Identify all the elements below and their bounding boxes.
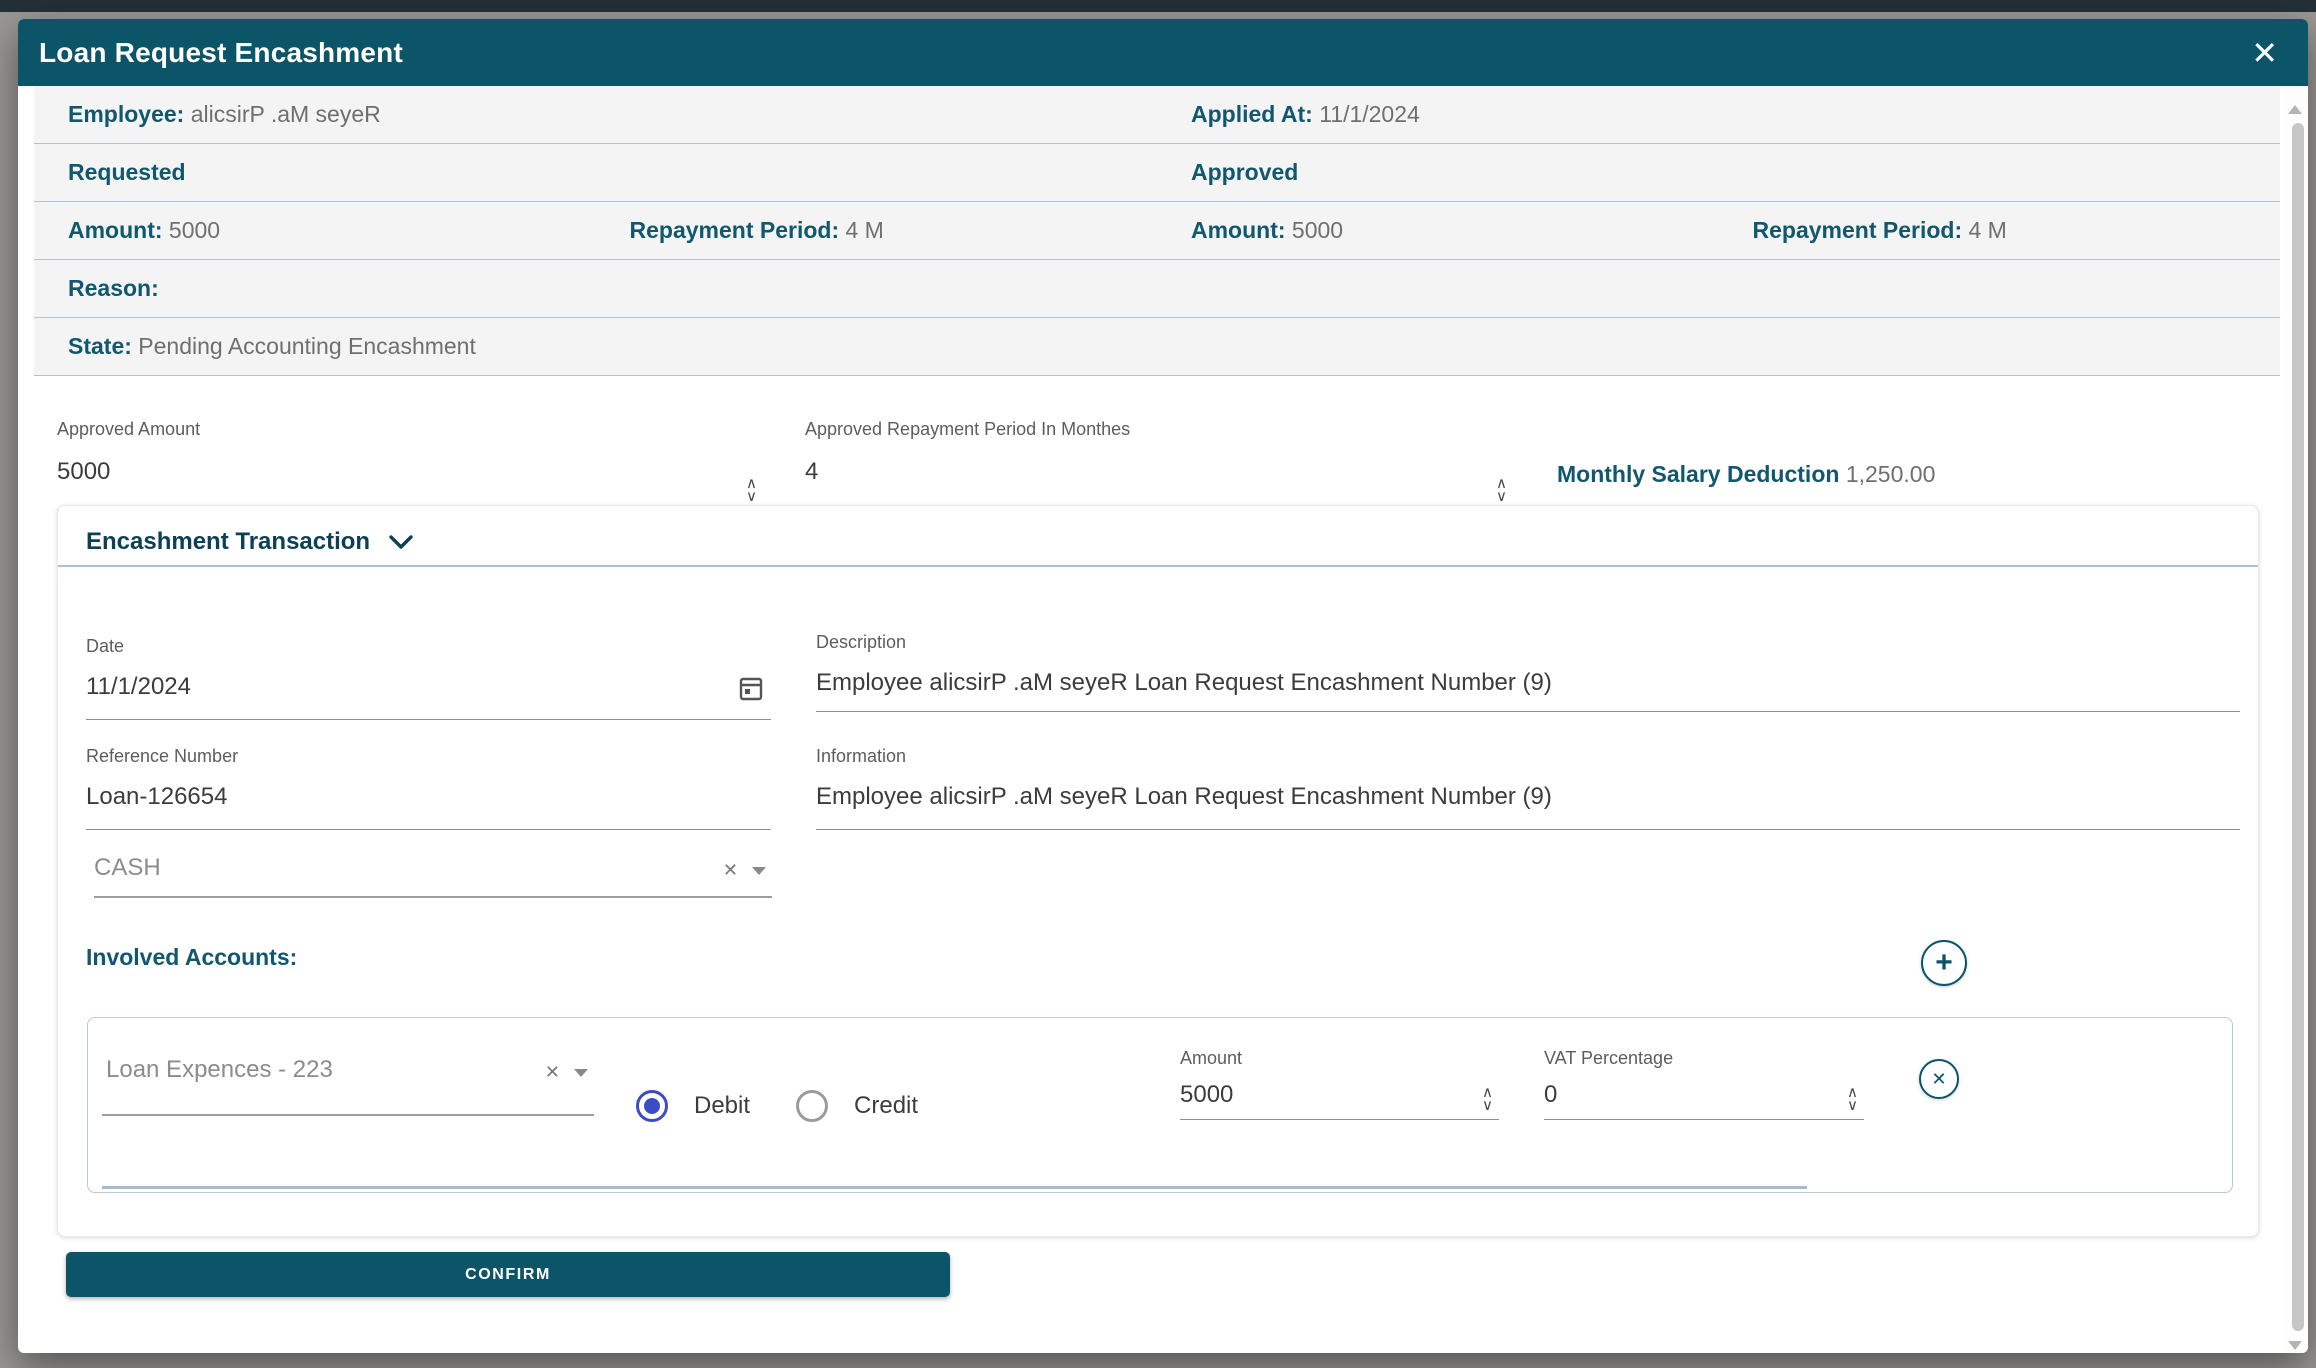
information-field[interactable]: Information Employee alicsirP .aM seyeR … <box>816 746 2240 830</box>
calendar-icon[interactable] <box>739 675 763 706</box>
encashment-transaction-toggle[interactable]: Encashment Transaction <box>86 528 414 556</box>
description-input[interactable]: Employee alicsirP .aM seyeR Loan Request… <box>816 669 2240 697</box>
debit-credit-radio-group: Debit Credit <box>636 1090 918 1122</box>
credit-radio-label: Credit <box>854 1092 918 1120</box>
approved-amount-value: 5000 <box>1292 217 1343 243</box>
repayment-period-field[interactable]: Approved Repayment Period In Monthes 4 ∧… <box>805 419 1513 511</box>
description-label: Description <box>816 632 2240 653</box>
background-page-topbar <box>0 0 2316 12</box>
remove-account-button[interactable]: ✕ <box>1919 1059 1959 1099</box>
stepper-down-icon[interactable]: ∨ <box>1496 490 1507 503</box>
applied-at-label: Applied At: <box>1191 101 1313 127</box>
debit-radio-label: Debit <box>694 1092 750 1120</box>
account-amount-field[interactable]: Amount 5000 ∧ ∨ <box>1180 1048 1499 1120</box>
applied-at-value: 11/1/2024 <box>1319 101 1420 127</box>
dialog-title: Loan Request Encashment <box>39 37 403 69</box>
clear-selection-icon[interactable]: ✕ <box>723 860 738 881</box>
dropdown-arrow-icon[interactable] <box>574 1069 588 1077</box>
vat-percentage-field[interactable]: VAT Percentage 0 ∧ ∨ <box>1544 1048 1864 1120</box>
requested-amount-value: 5000 <box>169 217 220 243</box>
table-row: Reason: <box>34 260 2280 318</box>
involved-accounts-label: Involved Accounts: <box>86 944 297 971</box>
reason-label: Reason: <box>68 275 159 301</box>
vat-percentage-stepper[interactable]: ∧ ∨ <box>1847 1086 1858 1112</box>
approved-amount-field[interactable]: Approved Amount 5000 ∧ ∨ <box>57 419 763 511</box>
approved-amount-stepper[interactable]: ∧ ∨ <box>746 477 757 503</box>
state-label: State: <box>68 333 132 359</box>
loan-info-table: Employee: alicsirP .aM seyeR Applied At:… <box>34 86 2280 376</box>
radio-selected-icon[interactable] <box>636 1090 668 1122</box>
table-row: State: Pending Accounting Encashment <box>34 318 2280 376</box>
encashment-transaction-card: Encashment Transaction Date 11/1/2024 De… <box>57 505 2259 1237</box>
information-input[interactable]: Employee alicsirP .aM seyeR Loan Request… <box>816 783 2240 811</box>
approved-amount-input-label: Approved Amount <box>57 419 763 440</box>
repayment-period-input[interactable]: 4 <box>805 458 1513 486</box>
date-field[interactable]: Date 11/1/2024 <box>86 636 771 720</box>
credit-radio[interactable]: Credit <box>796 1090 918 1122</box>
date-label: Date <box>86 636 771 657</box>
vat-percentage-input[interactable]: 0 <box>1544 1081 1864 1109</box>
vat-percentage-label: VAT Percentage <box>1544 1048 1864 1069</box>
table-row: Requested Approved <box>34 144 2280 202</box>
loan-request-encashment-dialog: Loan Request Encashment ✕ Employee: alic… <box>18 19 2308 1353</box>
repayment-period-input-label: Approved Repayment Period In Monthes <box>805 419 1513 440</box>
add-account-button[interactable]: + <box>1921 940 1967 986</box>
encashment-transaction-title: Encashment Transaction <box>86 528 370 556</box>
involved-account-row: Loan Expences - 223 ✕ Debit Credit A <box>87 1017 2233 1193</box>
account-note-underline[interactable] <box>102 1186 1807 1189</box>
scrollbar-thumb[interactable] <box>2292 123 2304 1331</box>
monthly-salary-deduction-label: Monthly Salary Deduction <box>1557 461 1839 487</box>
requested-amount-label: Amount: <box>68 217 163 243</box>
payment-method-select[interactable]: CASH ✕ <box>94 854 772 898</box>
requested-section-label: Requested <box>68 159 186 185</box>
scrollbar-up-icon[interactable] <box>2288 105 2302 114</box>
date-input[interactable]: 11/1/2024 <box>86 673 771 701</box>
approved-period-value: 4 M <box>1969 217 2007 243</box>
repayment-period-stepper[interactable]: ∧ ∨ <box>1496 477 1507 503</box>
requested-period-label: Repayment Period: <box>630 217 840 243</box>
stepper-down-icon[interactable]: ∨ <box>1482 1099 1493 1112</box>
confirm-button[interactable]: CONFIRM <box>66 1252 950 1297</box>
table-row: Amount: 5000 Repayment Period: 4 M Amoun… <box>34 202 2280 260</box>
state-value: Pending Accounting Encashment <box>138 333 476 359</box>
reference-number-label: Reference Number <box>86 746 771 767</box>
dropdown-arrow-icon[interactable] <box>752 867 766 875</box>
account-select[interactable]: Loan Expences - 223 ✕ <box>102 1056 594 1116</box>
approved-amount-label: Amount: <box>1191 217 1286 243</box>
clear-selection-icon[interactable]: ✕ <box>545 1062 560 1083</box>
section-divider <box>58 565 2258 567</box>
monthly-salary-deduction: Monthly Salary Deduction 1,250.00 <box>1557 461 1935 488</box>
radio-unselected-icon[interactable] <box>796 1090 828 1122</box>
employee-value: alicsirP .aM seyeR <box>191 101 381 127</box>
approved-period-label: Repayment Period: <box>1753 217 1963 243</box>
stepper-down-icon[interactable]: ∨ <box>1847 1099 1858 1112</box>
account-amount-input[interactable]: 5000 <box>1180 1081 1499 1109</box>
debit-radio[interactable]: Debit <box>636 1090 750 1122</box>
stepper-down-icon[interactable]: ∨ <box>746 490 757 503</box>
scrollbar-down-icon[interactable] <box>2288 1341 2302 1350</box>
payment-method-value: CASH <box>94 854 161 881</box>
plus-icon: + <box>1935 946 1953 980</box>
table-row: Employee: alicsirP .aM seyeR Applied At:… <box>34 86 2280 144</box>
reference-number-field[interactable]: Reference Number Loan-126654 <box>86 746 771 830</box>
chevron-down-icon <box>388 533 414 551</box>
close-icon[interactable]: ✕ <box>2251 37 2278 69</box>
information-label: Information <box>816 746 2240 767</box>
requested-period-value: 4 M <box>846 217 884 243</box>
monthly-salary-deduction-value: 1,250.00 <box>1846 461 1936 487</box>
remove-x-icon: ✕ <box>1931 1069 1946 1090</box>
employee-label: Employee: <box>68 101 184 127</box>
dialog-header: Loan Request Encashment ✕ <box>18 19 2308 86</box>
approved-section-label: Approved <box>1191 159 1298 185</box>
description-field[interactable]: Description Employee alicsirP .aM seyeR … <box>816 632 2240 712</box>
approved-amount-input[interactable]: 5000 <box>57 458 763 486</box>
account-select-value: Loan Expences - 223 <box>102 1056 333 1083</box>
reference-number-input[interactable]: Loan-126654 <box>86 783 771 811</box>
account-amount-stepper[interactable]: ∧ ∨ <box>1482 1086 1493 1112</box>
account-amount-label: Amount <box>1180 1048 1499 1069</box>
